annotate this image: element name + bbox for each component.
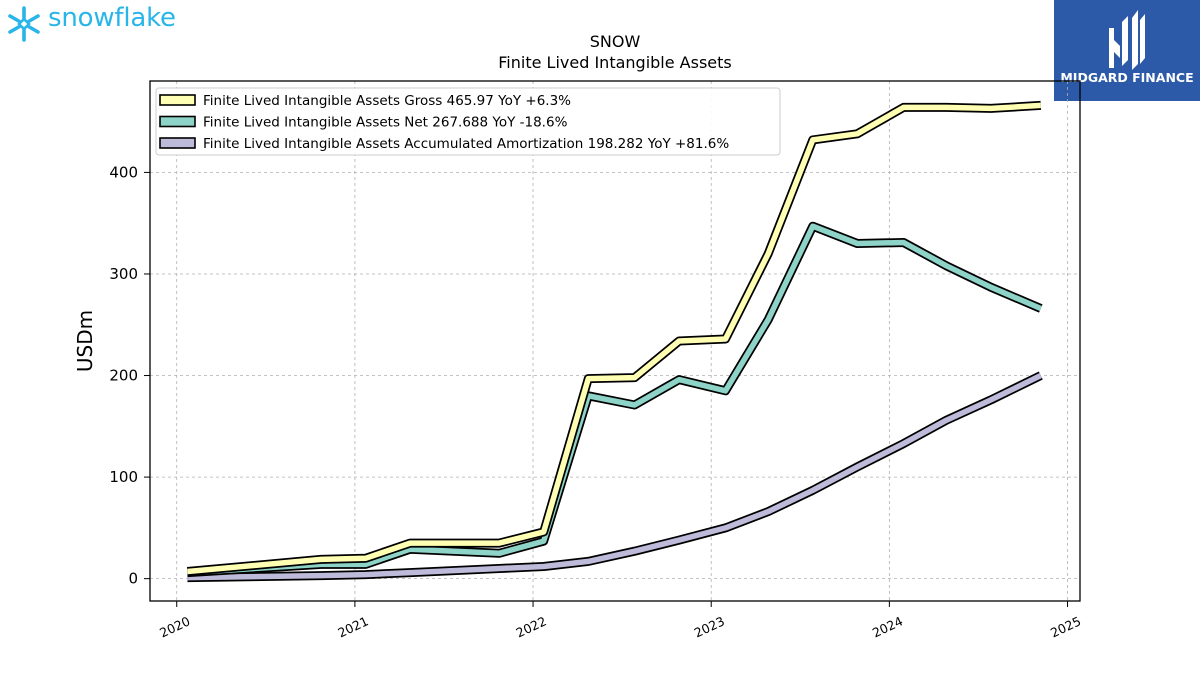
series-lines	[186, 100, 1043, 583]
legend-swatch	[159, 94, 196, 106]
chart-subtitle: Finite Lived Intangible Assets	[498, 53, 731, 72]
x-tick-label: 2022	[514, 613, 549, 640]
y-tick-label: 400	[109, 163, 138, 181]
x-tick-label: 2023	[692, 613, 727, 640]
x-tick-label: 2025	[1048, 613, 1083, 640]
series-outline	[187, 371, 1043, 583]
snowflake-logo-icon	[8, 6, 40, 42]
legend-item: Finite Lived Intangible Assets Gross 465…	[159, 93, 571, 109]
y-tick-label: 100	[109, 468, 138, 486]
y-tick-label: 0	[128, 570, 138, 588]
plot-frame	[149, 80, 1081, 602]
midgard-finance-label: MIDGARD FINANCE	[1060, 70, 1194, 85]
legend-item: Finite Lived Intangible Assets Accumulat…	[159, 136, 729, 152]
midgard-logo-icon	[1109, 10, 1145, 70]
legend-swatch	[159, 137, 196, 149]
series-line	[187, 371, 1043, 583]
legend-swatch	[159, 115, 196, 128]
x-tick-label: 2021	[335, 613, 370, 640]
legend-label: Finite Lived Intangible Assets Accumulat…	[203, 136, 729, 152]
grid-lines	[150, 81, 1080, 601]
legend-label: Finite Lived Intangible Assets Net 267.6…	[203, 115, 568, 131]
chart-legend: Finite Lived Intangible Assets Gross 465…	[155, 87, 781, 156]
series-line	[187, 221, 1043, 578]
series-outline	[186, 100, 1042, 576]
x-tick-label: 2020	[157, 613, 192, 640]
y-tick-label: 300	[109, 265, 138, 283]
y-axis-label: USDm	[73, 310, 97, 372]
brand-name: snowflake	[48, 3, 176, 33]
series-stroke	[187, 223, 1042, 576]
x-tick-label: 2024	[870, 613, 905, 640]
y-tick-label: 200	[109, 367, 138, 385]
legend-box	[155, 87, 781, 156]
series-stroke	[187, 102, 1041, 575]
midgard-finance-logo: MIDGARD FINANCE	[1054, 0, 1200, 101]
series-stroke	[187, 373, 1043, 581]
series-line	[186, 100, 1042, 576]
legend-item: Finite Lived Intangible Assets Net 267.6…	[159, 115, 568, 131]
legend-label: Finite Lived Intangible Assets Gross 465…	[203, 93, 571, 109]
chart-title: SNOW	[590, 32, 641, 51]
